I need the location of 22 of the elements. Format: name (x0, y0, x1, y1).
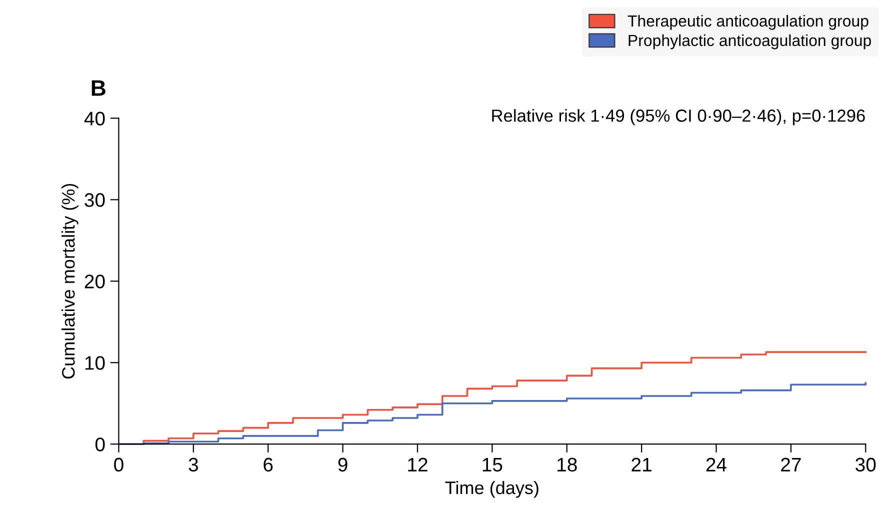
legend-label: Prophylactic anticoagulation group (628, 34, 871, 50)
chart-title: B (92, 80, 106, 96)
x-tick-label: 18 (558, 458, 577, 472)
y-tick-label: 20 (84, 274, 105, 288)
x-tick-label: 21 (632, 458, 652, 472)
x-tick-label: 3 (188, 458, 198, 472)
annotation: Relative risk 1·49 (95% CI 0·90–2·46), p=0·1296 (492, 109, 865, 126)
x-tick-label: 0 (114, 458, 124, 472)
y-axis-title: Cumulative mortality (%) (62, 184, 78, 379)
x-tick-label: 27 (781, 458, 801, 472)
x-tick-label: 6 (264, 458, 273, 472)
y-tick-label: 30 (84, 193, 105, 207)
x-tick-label: 24 (706, 458, 726, 472)
y-tick-label: 10 (85, 356, 105, 370)
x-tick-label: 15 (482, 458, 502, 472)
y-tick-label: 40 (84, 112, 105, 126)
y-tick-label: 0 (95, 438, 105, 452)
x-axis-title: Time (days) (445, 480, 538, 498)
x-tick-label: 30 (856, 458, 876, 472)
x-tick-label: 12 (408, 458, 428, 472)
legend-label: Therapeutic anticoagulation group (628, 14, 868, 30)
x-tick-label: 9 (338, 458, 348, 472)
